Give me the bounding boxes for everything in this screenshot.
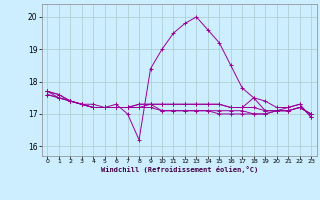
X-axis label: Windchill (Refroidissement éolien,°C): Windchill (Refroidissement éolien,°C) (100, 166, 258, 173)
